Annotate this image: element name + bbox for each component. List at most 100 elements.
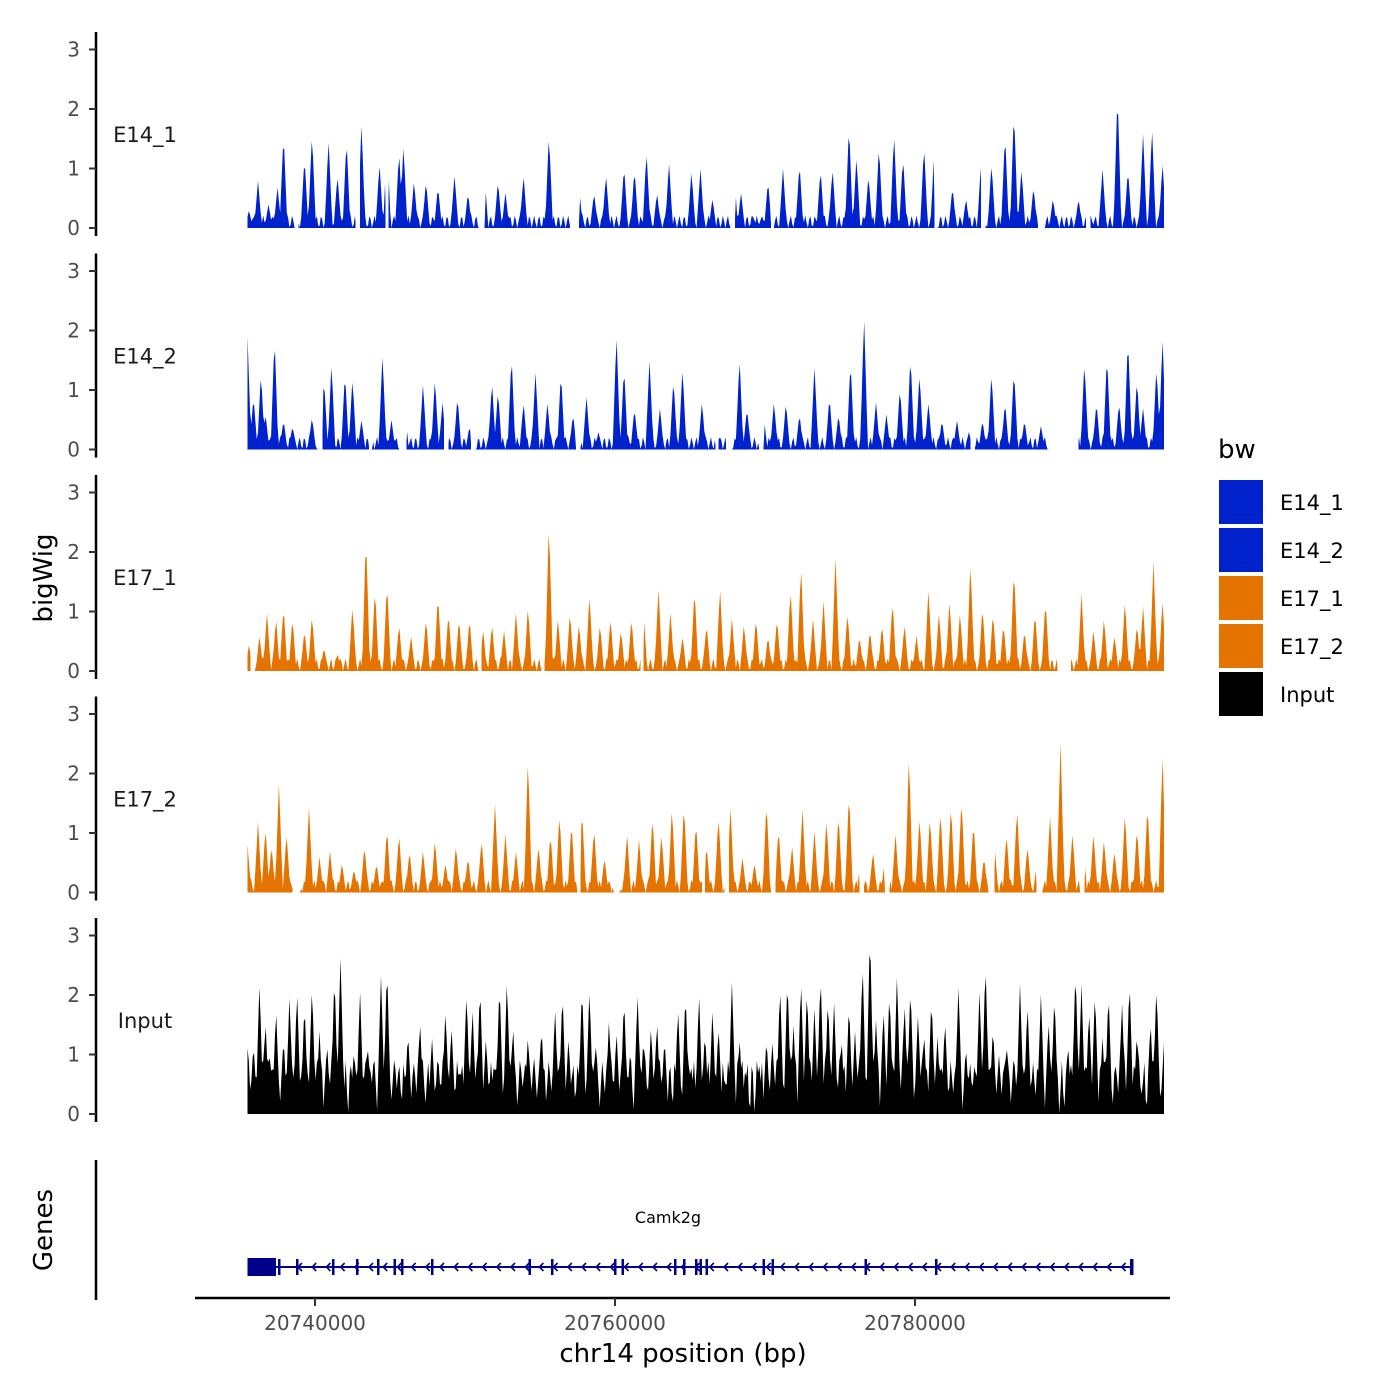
- coverage-gap: [715, 253, 719, 451]
- coverage-gap: [1080, 696, 1085, 894]
- gene-exon: [278, 1259, 281, 1275]
- legend-swatch-E17_2: [1219, 624, 1263, 668]
- gene-strand-chevron: [453, 1262, 459, 1272]
- track-panels: 0 1 2 3 E14_1 0 1 2 3 E14_2 0 1 2 3 E17_1 0 1 2 3 E17_2 0 1 2 3…: [67, 32, 1164, 1126]
- gene-strand-chevron: [737, 1262, 743, 1272]
- gene-strand-chevron: [524, 1262, 530, 1272]
- coverage-gap: [702, 696, 705, 894]
- track-panel-E14_1: 0 1 2 3 E14_1: [67, 32, 1164, 240]
- gene-strand-chevron: [495, 1262, 502, 1272]
- gene-strand-chevron: [1092, 1262, 1098, 1272]
- coverage-gap: [759, 253, 764, 451]
- track-panel-Input: 0 1 2 3 Input: [67, 918, 1164, 1126]
- x-tick-label: 20740000: [264, 1311, 366, 1335]
- y-tick-label: 1: [67, 821, 80, 845]
- coverage-gap: [1086, 32, 1091, 229]
- y-tick-label: 3: [67, 702, 80, 726]
- gene-strand-chevron: [808, 1262, 814, 1272]
- y-tick-label: 0: [67, 1102, 80, 1126]
- track-label: E17_1: [113, 566, 177, 591]
- gene-strand-chevron: [339, 1262, 346, 1272]
- coverage-gap: [730, 32, 735, 229]
- gene-strand-chevron: [367, 1262, 374, 1272]
- coverage-gap: [988, 696, 995, 894]
- coverage-gap: [576, 253, 581, 451]
- gene-exon: [551, 1259, 554, 1275]
- gene-exon: [528, 1259, 531, 1275]
- gene-strand-chevron: [637, 1262, 644, 1272]
- coverage-gap: [369, 253, 372, 451]
- coverage-gap: [541, 475, 545, 672]
- gene-strand-chevron: [708, 1262, 715, 1272]
- coverage-gap: [355, 32, 360, 229]
- coverage-gap: [981, 32, 986, 229]
- gene-strand-chevron: [311, 1262, 317, 1272]
- gene-strand-chevron: [850, 1262, 857, 1272]
- coverage-area-E14_2: [247, 321, 1164, 450]
- track-label: E14_2: [113, 345, 177, 370]
- legend-swatch-E17_1: [1219, 576, 1263, 620]
- coverage-gap: [934, 32, 938, 229]
- gene-strand-chevron: [353, 1262, 360, 1272]
- coverage-gap: [859, 696, 864, 894]
- y-tick-label: 1: [67, 378, 80, 402]
- gene-model: [247, 1258, 1134, 1276]
- gene-strand-chevron: [296, 1262, 303, 1272]
- y-tick-label: 2: [67, 540, 80, 564]
- gene-strand-chevron: [950, 1262, 956, 1272]
- gene-strand-chevron: [680, 1262, 686, 1272]
- x-tick-label: 20780000: [864, 1311, 966, 1335]
- track-panel-E17_2: 0 1 2 3 E17_2: [67, 696, 1164, 905]
- gene-strand-chevron: [1021, 1262, 1027, 1272]
- legend-items: E14_1 E14_2 E17_1 E17_2 Input: [1219, 480, 1344, 716]
- gene-strand-chevron: [595, 1262, 601, 1272]
- gene-strand-chevron: [438, 1262, 445, 1272]
- y-tick-label: 1: [67, 157, 80, 181]
- coverage-gap: [478, 32, 485, 229]
- y-tick-label: 2: [67, 97, 80, 121]
- y-axis-title: bigWig: [29, 533, 59, 622]
- gene-strand-chevron: [1049, 1262, 1056, 1272]
- y-tick-label: 0: [67, 881, 80, 905]
- y-tick-label: 3: [67, 924, 80, 948]
- legend-label-E17_1: E17_1: [1280, 587, 1344, 612]
- gene-strand-chevron: [793, 1262, 800, 1272]
- gene-strand-chevron: [1077, 1262, 1084, 1272]
- coverage-gap: [1048, 253, 1079, 451]
- gene-exon: [356, 1259, 359, 1275]
- track-panel-E14_2: 0 1 2 3 E14_2: [67, 253, 1164, 462]
- gene-strand-chevron: [907, 1262, 914, 1272]
- coverage-gap: [885, 696, 890, 894]
- gene-strand-chevron: [836, 1262, 843, 1272]
- gene-exon: [621, 1259, 624, 1275]
- x-axis-title: chr14 position (bp): [559, 1339, 806, 1369]
- coverage-gap: [577, 696, 581, 894]
- gene-strand-chevron: [751, 1262, 757, 1272]
- gene-strand-chevron: [396, 1262, 402, 1272]
- y-tick-label: 0: [67, 216, 80, 240]
- coverage-gap: [318, 253, 323, 451]
- gene-exon: [401, 1259, 404, 1275]
- coverage-gap: [771, 696, 776, 894]
- legend-label-E14_1: E14_1: [1280, 491, 1344, 516]
- coverage-gap: [471, 253, 476, 451]
- gene-exon: [614, 1259, 617, 1275]
- gene-strand-chevron: [467, 1262, 473, 1272]
- gene-strand-chevron: [1063, 1262, 1070, 1272]
- y-tick-label: 3: [67, 481, 80, 505]
- gene-strand-chevron: [651, 1262, 658, 1272]
- gene-exon: [431, 1259, 434, 1275]
- y-tick-label: 1: [67, 1043, 80, 1067]
- gene-end-exon: [1130, 1259, 1134, 1275]
- gene-strand-chevron: [1120, 1262, 1127, 1272]
- y-tick-label: 3: [67, 38, 80, 62]
- gene-strand-chevron: [325, 1262, 331, 1272]
- legend-label-E17_2: E17_2: [1280, 635, 1344, 660]
- gene-strand-chevron: [779, 1262, 786, 1272]
- gene-strand-chevron: [978, 1262, 985, 1272]
- gene-strand-chevron: [1106, 1262, 1112, 1272]
- coverage-gap: [1036, 696, 1041, 894]
- gene-strand-chevron: [424, 1262, 431, 1272]
- gene-strand-chevron: [580, 1262, 587, 1272]
